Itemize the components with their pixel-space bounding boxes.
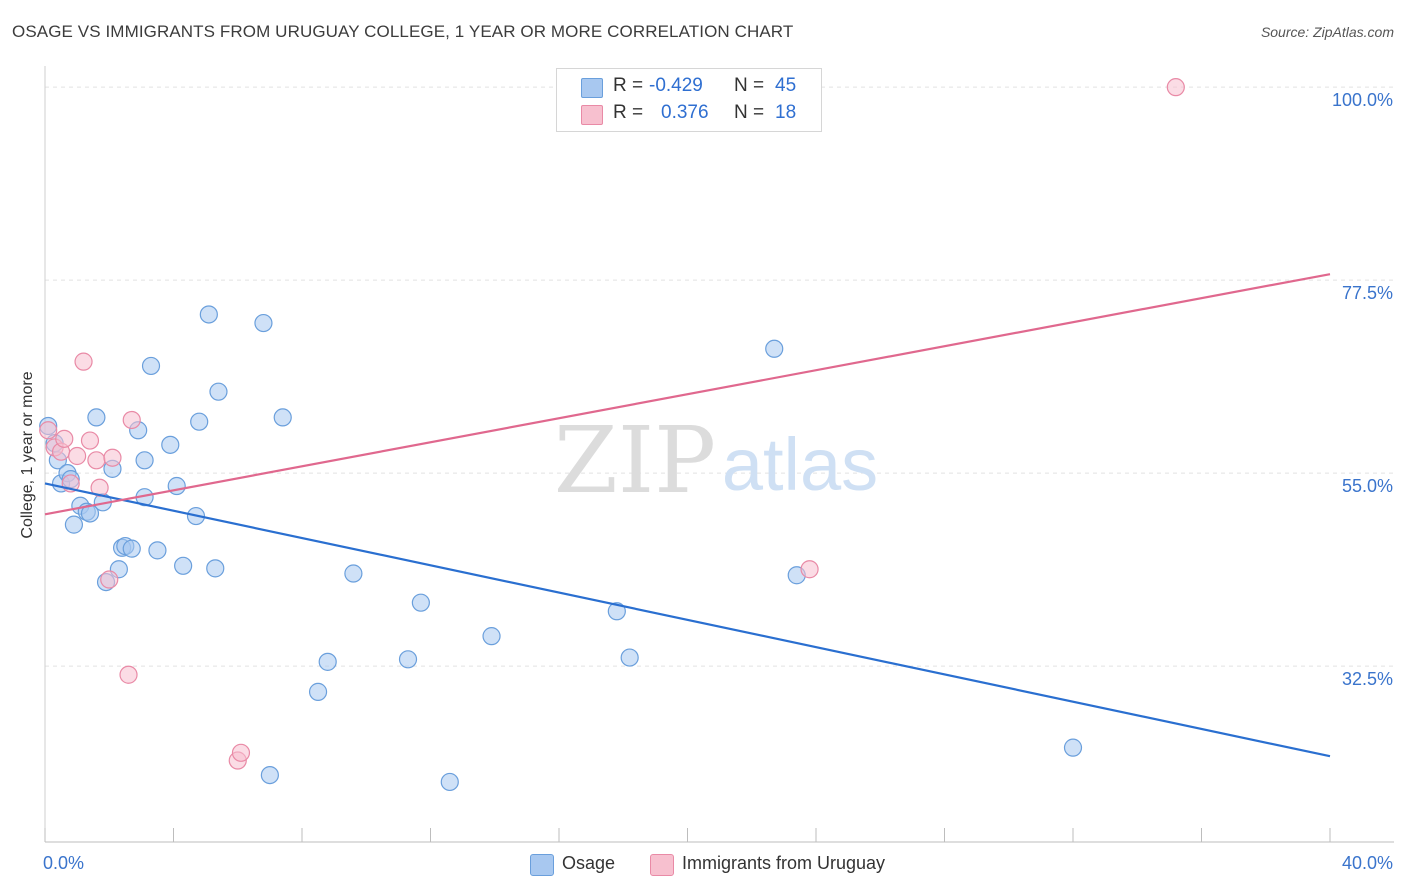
osage-point <box>318 652 337 671</box>
uruguay-point <box>80 431 100 450</box>
osage-point <box>174 556 193 575</box>
uruguay-point <box>122 410 141 430</box>
osage-point <box>308 682 328 701</box>
correlation-stats-box: R = -0.429 N = 45 R = 0.376 N = 18 <box>556 68 822 132</box>
osage-point <box>135 451 154 470</box>
uruguay-point <box>119 665 138 684</box>
stats-row-uruguay: R = 0.376 N = 18 <box>557 102 821 128</box>
osage-point <box>440 772 459 792</box>
osage-point <box>411 593 430 612</box>
osage-legend-swatch <box>530 854 554 876</box>
data-points <box>39 78 1185 792</box>
trend-lines <box>44 273 1331 758</box>
r-value: -0.429 <box>649 75 703 96</box>
n-label: N = <box>734 75 765 96</box>
osage-point <box>344 564 363 583</box>
osage-point <box>64 515 84 534</box>
osage-point <box>260 765 279 785</box>
osage-point <box>87 408 106 427</box>
r-label: R = <box>613 75 644 96</box>
source-credit: Source: ZipAtlas.com <box>1260 24 1394 40</box>
legend-label: Immigrants from Uruguay <box>682 853 886 873</box>
osage-point <box>148 541 167 560</box>
watermark-atlas: atlas <box>722 423 878 506</box>
uruguay-point <box>74 352 93 371</box>
osage-swatch <box>581 78 603 98</box>
osage-point <box>190 412 209 431</box>
r-label: R = <box>613 102 644 123</box>
osage-point <box>273 408 292 427</box>
uruguay-legend-swatch <box>650 854 674 876</box>
osage-trend-line <box>44 482 1331 758</box>
uruguay-point <box>39 421 58 440</box>
osage-point <box>141 356 161 376</box>
n-value: 45 <box>775 75 797 96</box>
x-tick-label: 0.0% <box>43 853 84 873</box>
tick-labels: 100.0% 77.5% 55.0% 32.5% 0.0% 40.0% <box>43 90 1393 873</box>
osage-point <box>206 559 225 578</box>
y-tick-label: 55.0% <box>1342 476 1393 496</box>
stats-row-osage: R = -0.429 N = 45 <box>557 75 821 101</box>
osage-point <box>209 382 228 401</box>
gridlines <box>45 86 1395 667</box>
axes <box>44 66 1394 843</box>
n-value: 18 <box>775 102 797 123</box>
watermark-zip: ZIP <box>554 407 716 514</box>
uruguay-trend-line <box>44 273 1331 516</box>
n-label: N = <box>734 102 765 123</box>
uruguay-point <box>90 478 109 497</box>
r-value: 0.376 <box>661 102 709 123</box>
uruguay-point <box>103 448 122 467</box>
osage-point <box>254 313 273 333</box>
uruguay-point <box>1166 78 1185 97</box>
y-tick-label: 32.5% <box>1342 669 1393 689</box>
osage-point <box>398 650 418 669</box>
chart-title: OSAGE VS IMMIGRANTS FROM URUGUAY COLLEGE… <box>12 22 794 41</box>
osage-point <box>620 648 639 667</box>
osage-point <box>1063 738 1083 757</box>
uruguay-point <box>68 446 87 466</box>
legend-label: Osage <box>562 853 616 873</box>
osage-point <box>167 476 186 496</box>
y-tick-label: 100.0% <box>1332 90 1393 110</box>
osage-point <box>199 305 218 324</box>
uruguay-point <box>55 429 74 448</box>
uruguay-point <box>231 743 251 762</box>
osage-point <box>122 539 141 558</box>
osage-point <box>765 339 784 358</box>
y-tick-label: 77.5% <box>1342 283 1393 303</box>
uruguay-point <box>87 451 106 470</box>
uruguay-point <box>800 560 819 579</box>
osage-point <box>482 627 501 646</box>
uruguay-point <box>100 570 119 589</box>
x-tick-label: 40.0% <box>1342 853 1393 873</box>
osage-point <box>161 435 180 454</box>
uruguay-swatch <box>581 105 603 125</box>
osage-point <box>607 602 626 621</box>
